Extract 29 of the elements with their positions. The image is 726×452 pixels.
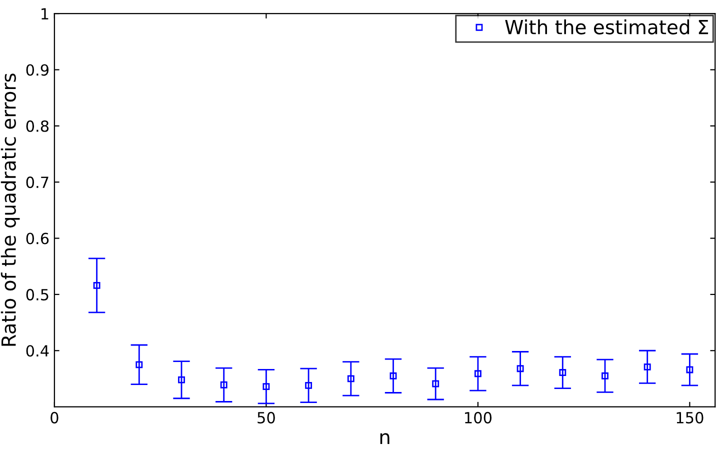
point	[559, 369, 566, 376]
y-tick-label: 0.7	[26, 176, 48, 188]
y-axis-title: Ratio of the quadratic errors	[0, 74, 20, 346]
point	[347, 375, 354, 382]
point	[390, 372, 397, 380]
y-tick-label: 0.4	[26, 345, 49, 357]
x-tick-label: 150	[676, 412, 704, 424]
point	[136, 361, 143, 368]
point	[220, 381, 228, 388]
x-tick-label: 0	[50, 412, 58, 424]
x-tick-label: 50	[258, 412, 275, 424]
point	[516, 365, 524, 372]
y-tick-label: 0.9	[26, 64, 49, 76]
point	[432, 380, 440, 388]
point	[602, 372, 608, 380]
x-axis-title: n	[380, 433, 390, 444]
y-tick-label: 0.5	[26, 288, 48, 300]
point	[178, 376, 185, 384]
y-tick-label: 1	[42, 8, 48, 20]
point	[93, 282, 100, 289]
point	[686, 366, 694, 374]
y-tick-label: 0.6	[26, 232, 49, 244]
y-tick-label: 0.8	[26, 120, 49, 132]
point	[305, 382, 312, 389]
point	[644, 363, 651, 370]
point	[262, 383, 270, 390]
legend-label: With the estimated Σ	[505, 19, 708, 34]
point	[474, 370, 482, 378]
x-tick-label: 100	[465, 412, 492, 424]
